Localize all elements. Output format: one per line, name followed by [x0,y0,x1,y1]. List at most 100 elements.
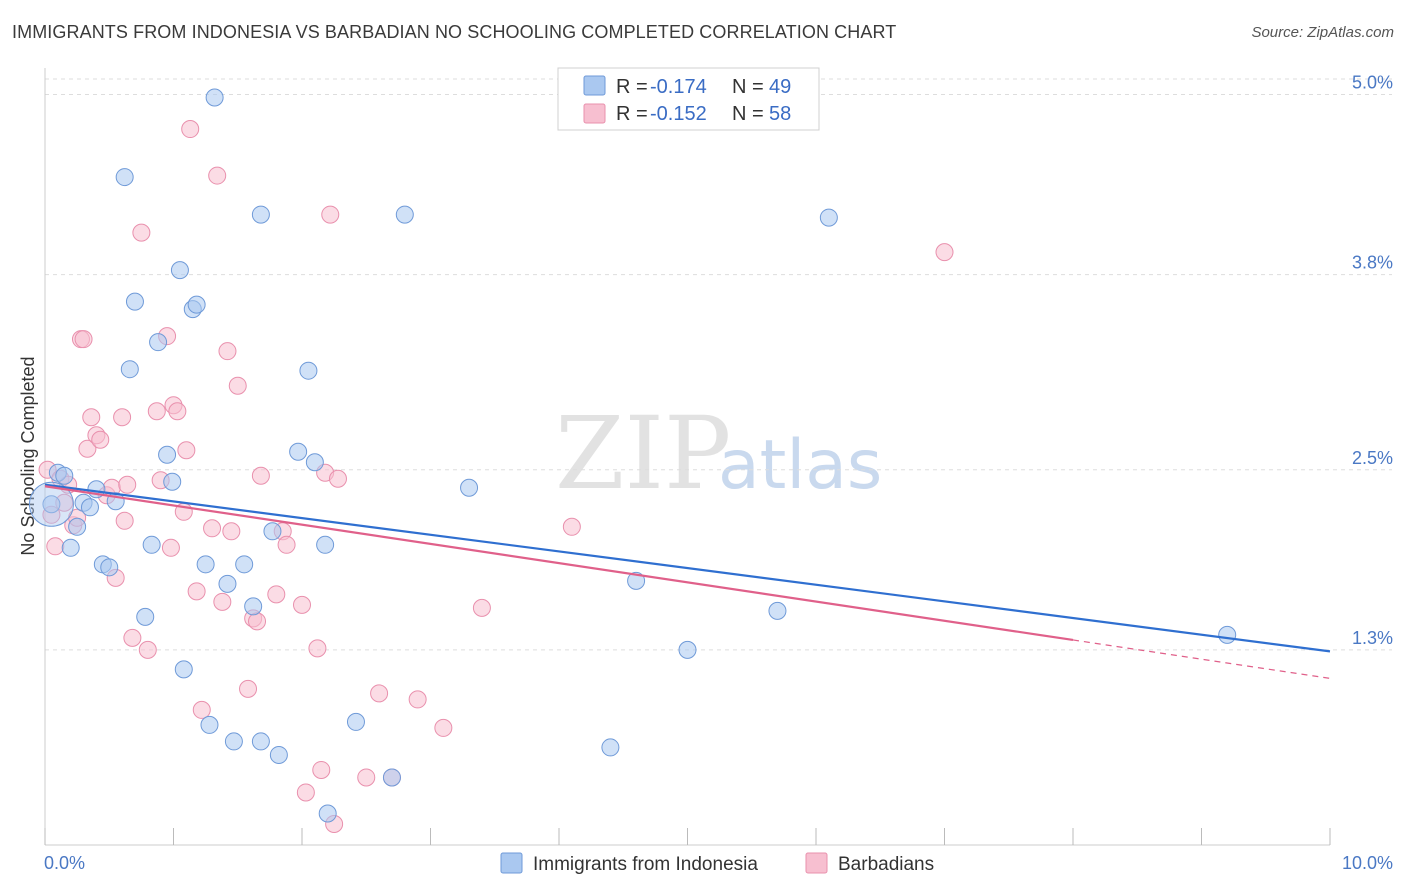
indonesia-point-18 [163,472,182,491]
barbadians-point-22 [147,402,166,421]
barbadians-point-37 [222,522,241,541]
indonesia-point-40 [382,768,401,787]
indonesia-point-0 [42,495,61,514]
barbadians-point-29 [177,441,196,460]
barbadians-point-61 [408,690,427,709]
barbadians-point-32 [192,700,211,719]
barbadians-point-48 [308,639,327,658]
indonesia-point-34 [289,442,308,461]
trend-lines [44,483,1331,679]
series-swatch-indonesia [500,852,523,874]
indonesia-point-32 [263,522,282,541]
indonesia-point-15 [142,535,161,554]
barbadians-point-59 [935,243,954,262]
watermark-zip: ZIP [555,395,731,512]
legend-r-label-1: R = [616,76,648,98]
x-tick-label-1: 10.0% [1342,853,1393,873]
indonesia-point-41 [395,205,414,224]
indonesia-point-19 [170,261,189,280]
indonesia-points [28,88,1237,823]
y-tick-labels: 1.3% 2.5% 3.8% 5.0% [1352,73,1393,648]
barbadians-point-58 [562,517,581,536]
indonesia-point-27 [224,732,243,751]
y-axis-label: No Schooling Completed [18,356,38,555]
y-tick-label-2: 3.8% [1352,253,1393,273]
barbadians-point-35 [213,592,232,611]
indonesia-point-6 [80,498,99,517]
indonesia-point-14 [136,607,155,626]
barbadians-points [38,120,954,833]
barbadians-point-20 [132,223,151,242]
barbadians-point-19 [123,628,142,647]
y-tick-label-3: 5.0% [1352,73,1393,93]
indonesia-point-47 [819,208,838,227]
indonesia-point-25 [205,88,224,107]
barbadians-point-16 [113,408,132,427]
indonesia-point-3 [61,538,80,557]
indonesia-point-45 [678,640,697,659]
indonesia-point-33 [269,745,288,764]
barbadians-point-57 [472,598,491,617]
barbadians-point-46 [293,595,311,614]
legend-n-label-2: N = [732,103,764,125]
barbadians-point-21 [138,640,157,659]
barbadians-point-43 [267,585,286,604]
chart-title: IMMIGRANTS FROM INDONESIA VS BARBADIAN N… [12,22,897,42]
series-legend: Immigrants from Indonesia Barbadians [500,852,934,875]
barbadians-point-9 [78,439,97,458]
series-swatch-barbadians [805,852,828,874]
barbadians-point-41 [248,612,267,631]
barbadians-point-62 [74,330,93,349]
indonesia-point-43 [601,738,620,757]
indonesia-point-35 [299,361,318,380]
x-tick-label-0: 0.0% [44,853,85,873]
legend-r-label-2: R = [616,103,648,125]
indonesia-point-29 [244,597,263,616]
barbadians-point-45 [277,535,296,554]
barbadians-point-53 [357,768,376,787]
legend-swatch-barbadians [583,103,606,124]
indonesia-point-12 [120,360,139,379]
barbadians-point-36 [218,342,237,361]
indonesia-point-4 [68,517,87,536]
barbadians-point-27 [168,402,187,421]
x-tick-labels: 0.0% 10.0% [44,853,1393,873]
indonesia-point-37 [316,535,335,554]
barbadians-point-38 [228,376,247,395]
indonesia-point-28 [235,555,254,574]
indonesia-point-46 [768,601,787,620]
axes [44,68,1331,846]
indonesia-point-44 [627,571,646,590]
y-tick-label-0: 1.3% [1352,628,1393,648]
legend-n-value-1: 49 [769,76,791,98]
barbadians-point-25 [161,538,180,557]
indonesia-point-38 [318,804,337,823]
barbadians-point-10 [82,408,101,427]
legend-n-label-1: N = [732,76,764,98]
indonesia-cluster-bubble [28,481,74,527]
barbadians-point-54 [370,684,389,703]
legend-swatch-indonesia [583,75,606,96]
barbadians-point-42 [251,466,270,485]
indonesia-point-11 [115,168,134,187]
indonesia-point-48 [1218,625,1237,644]
watermark-atlas: atlas [718,426,882,505]
barbadians-point-34 [208,166,227,185]
source-credit: Source: ZipAtlas.com [1251,24,1394,41]
barbadians-point-12 [91,430,110,449]
indonesia-point-36 [305,453,324,472]
indonesia-point-31 [251,205,270,224]
barbadians-point-33 [203,519,222,538]
barbadians-point-47 [296,783,315,802]
barbadians-point-51 [321,205,340,224]
indonesia-point-20 [174,660,193,679]
barbadians-point-18 [118,475,137,494]
series-label-barbadians: Barbadians [838,854,934,875]
legend-n-value-2: 58 [769,103,791,125]
legend-r-value-2: -0.152 [650,103,707,125]
series-label-indonesia: Immigrants from Indonesia [533,854,758,875]
indonesia-point-22 [187,295,206,314]
barbadians-trend-line [44,485,1074,642]
barbadians-point-30 [181,120,200,139]
